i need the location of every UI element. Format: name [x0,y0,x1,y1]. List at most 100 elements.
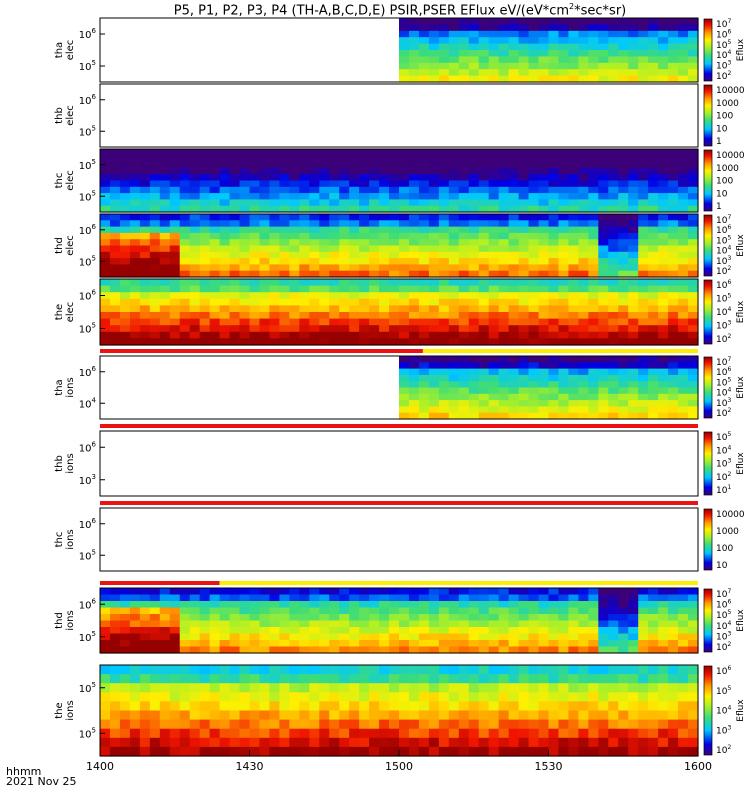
panel-thc-elec-cell [389,149,400,156]
panel-tha-elec-cell [438,56,450,64]
panel-thd-ions-cell [568,640,579,648]
panel-tha-elec-cell [528,30,540,38]
panel-thb-ions-cbar-tick: 101 [716,484,731,496]
panel-tha-elec-cell [598,37,609,45]
panel-thd-elec-cell [169,214,181,221]
panel-the-ions-cell [498,746,510,757]
panel-tha-ions-cell [438,381,450,389]
panel-thd-ions-cell [658,633,669,641]
panel-the-ions-cell [339,737,350,748]
panel-the-ions-cell [129,701,141,712]
panel-the-elec-cell [229,279,241,287]
panel-thd-ions-cell [468,607,480,615]
panel-thd-ions-cell [598,620,609,628]
panel-thd-elec-cell [389,258,400,265]
panel-thc-elec-cell [598,193,609,200]
panel-thc-elec-cell [269,180,280,188]
panel-the-elec-cell [399,312,410,320]
panel-thd-elec-cell [279,239,290,247]
panel-tha-elec-cell [458,43,470,51]
panel-thd-ions-cell [568,627,579,635]
panel-thd-elec-cell [229,226,241,234]
panel-thc-elec-cell [319,205,330,213]
panel-thd-ions-cell [369,620,380,628]
panel-the-ions-cell [478,683,490,693]
panel-tha-elec-cell [468,18,480,25]
panel-thd-elec-cell [558,239,570,247]
panel-the-elec-cell [219,331,231,339]
panel-thd-elec-cell [668,220,679,228]
panel-thc-elec-cell [608,155,619,163]
panel-the-ions-cell [668,674,679,684]
panel-thd-elec-cell [498,258,510,265]
panel-the-ions-cell [668,683,679,693]
panel-thd-elec-cell [498,220,510,228]
panel-the-elec-cell [528,305,540,313]
panel-the-ions-cell [349,692,360,702]
panel-thd-ions-cell [249,633,261,641]
panel-the-ions-cell [279,683,290,693]
panel-the-elec-cell [299,298,310,306]
panel-thc-elec-cell [668,205,679,213]
panel-thd-elec-cell [528,270,540,278]
panel-thd-ions-cell [678,607,689,615]
panel-thd-ions-cell [339,633,350,641]
panel-the-ions-cell [678,719,689,730]
panel-thc-elec-cell [319,167,330,175]
panel-tha-elec-cell [608,75,619,83]
panel-the-elec-cell [548,292,560,300]
panel-the-ions-cell [688,683,699,693]
panel-thd-ions-cell [129,633,141,641]
panel-the-elec-cell [359,338,370,346]
panel-thd-elec-cell [508,264,520,272]
panel-tha-elec-cell [628,37,639,45]
panel-thd-elec-cell [608,251,619,259]
panel-thc-elec-cell [109,193,121,200]
panel-tha-ions-cell [608,387,619,395]
panel-thd-elec-cell [518,270,530,278]
panel-tha-elec-cell [618,24,629,32]
panel-thc-elec-cell [229,174,241,182]
panel-thd-elec-cell [508,258,520,265]
panel-thc-elec-cell [169,186,181,194]
panel-tha-ions-cell [628,406,639,414]
panel-thd-ions-cell [319,614,330,622]
panel-thd-elec-cell [628,264,639,272]
panel-the-elec-cell [578,331,589,339]
panel-thd-ions-cell [618,620,629,628]
panel-thc-elec-cell [448,174,460,182]
panel-thc-elec-cell [149,167,161,175]
panel-tha-ions-cell [618,374,629,382]
panel-tha-ions-cell [458,400,470,407]
panel-tha-elec-cell [668,18,679,25]
panel-the-elec-cell [458,285,470,293]
panel-the-ions-cell [408,710,420,721]
panel-the-elec-ytick: 105 [79,322,96,336]
panel-the-ions-cell [578,665,589,675]
panel-the-ions-cell [568,674,579,684]
panel-thd-elec-cell [249,270,261,278]
panel-the-ions-cell [448,719,460,730]
panel-thd-ions-cell [249,620,261,628]
panel-thd-elec-cell [189,214,201,221]
panel-thc-elec-cell [408,180,420,188]
panel-the-ions-cell [229,701,241,712]
panel-the-elec-cell [408,312,420,320]
panel-thd-ions-cell [379,646,390,654]
panel-thc-elec-cell [189,149,201,156]
panel-thb-ions-ylabel-probe: thb [54,455,65,472]
panel-thd-ions-cell [159,607,171,615]
panel-thd-ions-cell [508,614,520,622]
panel-thd-elec-cell [468,232,480,240]
panel-thc-elec-cell [259,174,271,182]
panel-the-elec-cell [618,325,629,333]
panel-the-ions-cell [379,728,390,739]
panel-thc-elec-cell [448,155,460,163]
panel-the-elec-cell [538,312,550,320]
panel-thd-elec-cell [608,264,619,272]
panel-the-elec-cell [139,292,151,300]
panel-tha-elec-cell [538,18,550,25]
panel-the-elec-cell [189,292,201,300]
panel-thc-elec-cell [109,167,121,175]
panel-the-elec-cell [189,325,201,333]
